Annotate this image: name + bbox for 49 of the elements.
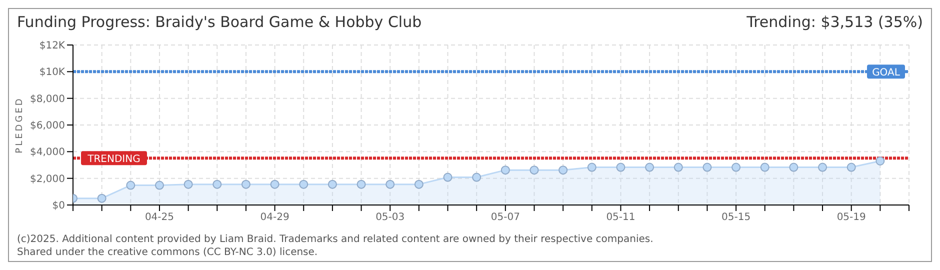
y-tick-label: $10K bbox=[39, 67, 66, 78]
point bbox=[645, 162, 654, 172]
point bbox=[472, 172, 482, 182]
y-tick-label: $6,000 bbox=[30, 120, 65, 132]
point bbox=[299, 180, 308, 189]
point bbox=[328, 180, 337, 189]
x-tick-label: 05-07 bbox=[490, 212, 520, 224]
chart-subtitle: Trending: $3,513 (35%) bbox=[746, 13, 923, 31]
point bbox=[97, 194, 106, 203]
point bbox=[126, 180, 136, 190]
point bbox=[818, 162, 828, 172]
text: Shared under the creative commons (CC BY-NC 3.0) license. bbox=[17, 246, 319, 259]
text: (c)2025. Additional content provided by Liam Braid. Trademarks and related content are owned by their respective companies. bbox=[17, 233, 654, 246]
y-tick-label: $4,000 bbox=[30, 147, 65, 158]
x-tick-label: 05-03 bbox=[376, 212, 405, 224]
chart-title: Funding Progress: Braidy's Board Game & Hobby Club bbox=[17, 13, 422, 31]
point bbox=[674, 162, 683, 172]
point bbox=[530, 166, 539, 175]
point bbox=[184, 180, 193, 189]
point bbox=[760, 162, 770, 172]
point bbox=[414, 180, 424, 189]
point bbox=[587, 162, 596, 172]
x-tick-label: 05-11 bbox=[606, 212, 636, 224]
point bbox=[356, 180, 366, 189]
x-tick-label: 05-19 bbox=[836, 212, 866, 224]
point bbox=[876, 156, 885, 166]
point bbox=[443, 172, 452, 182]
point bbox=[846, 162, 856, 172]
point bbox=[500, 166, 510, 175]
point bbox=[789, 162, 798, 172]
point bbox=[241, 180, 250, 189]
y-tick-label: $0 bbox=[52, 200, 65, 212]
ref-line-label: GOAL bbox=[872, 68, 900, 79]
point bbox=[558, 166, 568, 175]
point bbox=[212, 180, 222, 189]
point bbox=[702, 162, 712, 172]
point bbox=[154, 180, 164, 190]
point bbox=[386, 180, 395, 189]
x-tick-label: 04-25 bbox=[144, 212, 174, 224]
y-tick-label: $8,000 bbox=[30, 94, 65, 105]
point bbox=[270, 180, 280, 189]
y-tick-label: $2,000 bbox=[30, 174, 65, 185]
y-axis-title: PLEDGED bbox=[15, 96, 26, 154]
point bbox=[616, 162, 626, 172]
point bbox=[732, 162, 741, 172]
y-tick-label: $12K bbox=[39, 40, 66, 52]
x-tick-label: 04-29 bbox=[260, 212, 290, 224]
ref-line-label: TRENDING bbox=[86, 154, 140, 166]
x-tick-label: 05-15 bbox=[722, 212, 751, 224]
